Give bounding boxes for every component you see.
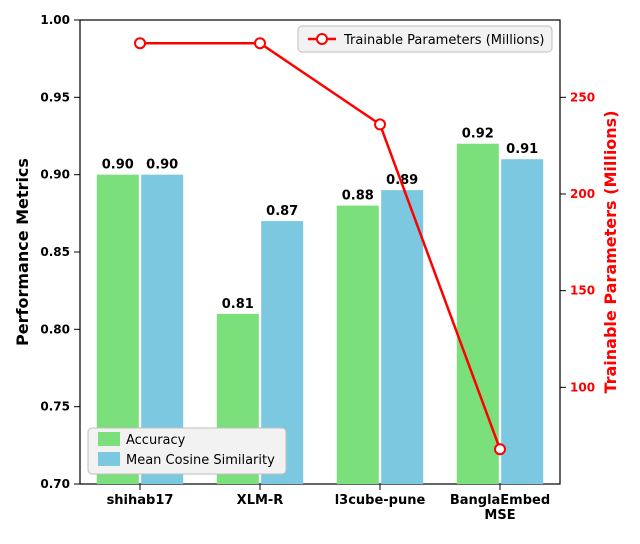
line-params: [140, 43, 500, 449]
legend-swatch-cosine: [98, 452, 120, 466]
chart-svg: 0.70 0.75 0.80 0.85 0.90 0.95 1.00 Performance …: [0, 0, 640, 544]
line-params-marker: [255, 38, 265, 48]
y-left-tick-label: 0.90: [40, 168, 70, 182]
y-left-tick-label: 1.00: [40, 13, 70, 27]
bar-value-label: 0.92: [462, 127, 494, 142]
y-left-tick-label: 0.95: [40, 90, 70, 104]
y-right-tick-label: 100: [570, 380, 595, 394]
legend-line-marker: [317, 34, 327, 44]
bar-value-label: 0.90: [102, 158, 134, 173]
bar-value-label: 0.88: [342, 189, 374, 204]
bar-value-label: 0.87: [266, 204, 298, 219]
y-right-tick-label: 200: [570, 187, 595, 201]
x-tick-label: MSE: [484, 508, 515, 523]
y-left-tick-label: 0.75: [40, 400, 70, 414]
x-tick-label: BanglaEmbed: [450, 493, 550, 508]
legend-line-label: Trainable Parameters (Millions): [343, 33, 544, 48]
x-tick-label: shihab17: [107, 493, 174, 508]
bar-value-label: 0.81: [222, 297, 254, 312]
y-right-tick-label: 250: [570, 90, 595, 104]
bar-value-label: 0.90: [146, 158, 178, 173]
y-right-tick-label: 150: [570, 284, 595, 298]
bar-accuracy: [457, 144, 499, 484]
line-params-marker: [135, 38, 145, 48]
chart-container: 0.70 0.75 0.80 0.85 0.90 0.95 1.00 Performance …: [0, 0, 640, 544]
bar-cosine: [501, 159, 543, 484]
y-left-axis-label: Performance Metrics: [13, 158, 32, 346]
bar-accuracy: [337, 206, 379, 484]
bar-cosine: [381, 190, 423, 484]
y-left-tick-label: 0.80: [40, 322, 70, 336]
y-left-tick-label: 0.85: [40, 245, 70, 259]
legend-label-cosine: Mean Cosine Similarity: [126, 453, 275, 468]
line-params-marker: [495, 444, 505, 454]
line-params-marker: [375, 119, 385, 129]
x-tick-label: XLM-R: [237, 493, 284, 508]
y-right-axis-label: Trainable Parameters (Millions): [601, 110, 620, 393]
legend-swatch-accuracy: [98, 432, 120, 446]
bar-value-label: 0.91: [506, 142, 538, 157]
x-tick-label: l3cube-pune: [335, 493, 426, 508]
legend-label-accuracy: Accuracy: [126, 433, 186, 448]
y-left-tick-label: 0.70: [40, 477, 70, 491]
